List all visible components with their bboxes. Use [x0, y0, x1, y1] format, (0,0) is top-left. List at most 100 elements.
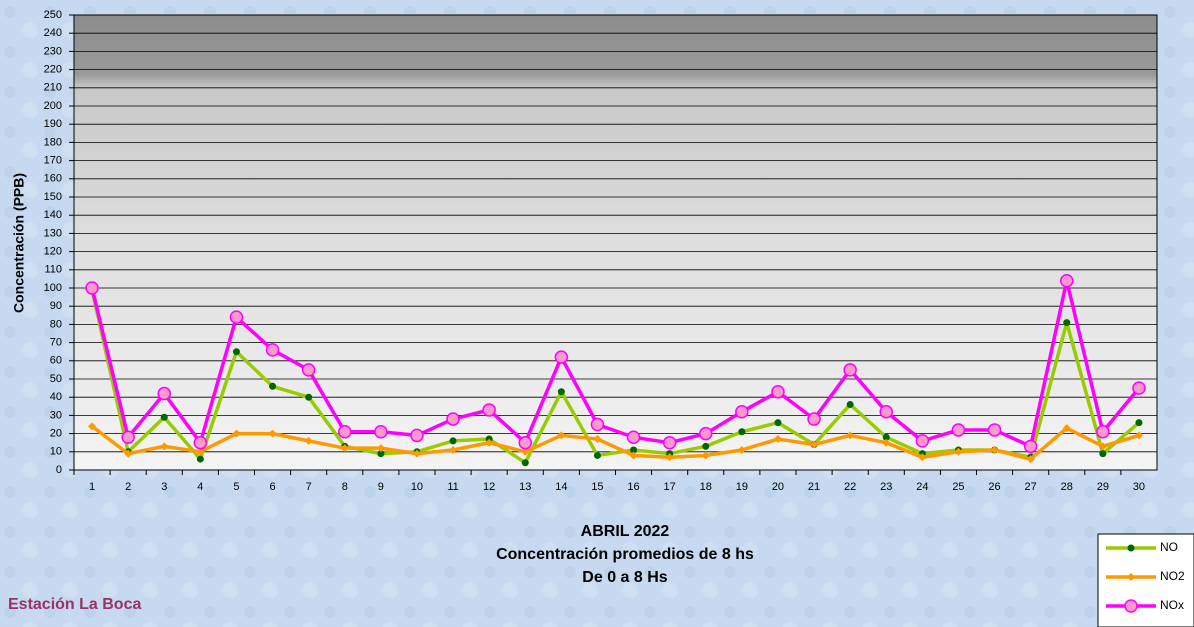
x-tick-label: 28 — [1061, 481, 1073, 493]
y-tick-label: 170 — [44, 155, 62, 167]
x-tick-label: 13 — [519, 481, 531, 493]
x-tick-label: 11 — [447, 481, 458, 493]
data-point — [233, 348, 240, 355]
x-tick-label: 24 — [916, 481, 928, 493]
x-tick-label: 12 — [483, 481, 495, 493]
chart-title: De 0 a 8 Hs — [582, 569, 667, 586]
data-point — [700, 428, 712, 440]
data-point — [1061, 275, 1073, 287]
y-tick-label: 140 — [44, 209, 62, 221]
legend-label: NO2 — [1160, 569, 1185, 583]
x-tick-label: 2 — [125, 481, 131, 493]
x-tick-label: 25 — [952, 481, 964, 493]
data-point — [736, 406, 748, 418]
plot-area — [74, 15, 1157, 470]
data-point — [375, 426, 387, 438]
data-point — [952, 424, 964, 436]
y-tick-label: 200 — [44, 100, 62, 112]
x-tick-label: 3 — [161, 481, 167, 493]
y-tick-label: 240 — [44, 27, 62, 39]
data-point — [702, 443, 709, 450]
data-point — [774, 419, 781, 426]
x-tick-label: 5 — [233, 481, 239, 493]
x-tick-label: 22 — [844, 481, 856, 493]
data-point — [1063, 319, 1070, 326]
data-point — [844, 364, 856, 376]
y-tick-label: 120 — [44, 246, 62, 258]
y-tick-label: 110 — [44, 264, 62, 276]
data-point — [122, 431, 134, 443]
data-point — [594, 452, 601, 459]
x-tick-label: 1 — [89, 481, 95, 493]
data-point — [628, 431, 640, 443]
x-tick-label: 18 — [700, 481, 712, 493]
data-point — [194, 437, 206, 449]
y-tick-label: 230 — [44, 45, 62, 57]
data-point — [1133, 382, 1145, 394]
data-point — [483, 404, 495, 416]
y-tick-label: 160 — [44, 173, 62, 185]
data-point — [1099, 450, 1106, 457]
x-tick-label: 26 — [988, 481, 1000, 493]
x-tick-label: 15 — [591, 481, 603, 493]
data-point — [411, 429, 423, 441]
y-tick-label: 10 — [50, 446, 62, 458]
y-tick-label: 60 — [50, 355, 62, 367]
data-point — [161, 414, 168, 421]
x-tick-label: 30 — [1133, 481, 1145, 493]
y-tick-label: 70 — [50, 337, 62, 349]
data-point — [339, 426, 351, 438]
data-point — [519, 437, 531, 449]
y-tick-label: 250 — [44, 9, 62, 21]
x-tick-label: 4 — [197, 481, 203, 493]
y-tick-label: 40 — [50, 391, 62, 403]
data-point — [772, 386, 784, 398]
data-point — [305, 394, 312, 401]
x-tick-label: 14 — [555, 481, 567, 493]
data-point — [880, 406, 892, 418]
station-label: Estación La Boca — [8, 596, 141, 613]
legend-marker — [1125, 600, 1137, 612]
x-tick-label: 21 — [808, 481, 820, 493]
y-tick-label: 130 — [44, 227, 62, 239]
data-point — [269, 383, 276, 390]
x-tick-label: 17 — [664, 481, 676, 493]
x-tick-label: 8 — [342, 481, 348, 493]
x-tick-label: 23 — [880, 481, 892, 493]
data-point — [1025, 440, 1037, 452]
x-tick-label: 6 — [269, 481, 275, 493]
y-tick-label: 50 — [50, 373, 62, 385]
data-point — [847, 401, 854, 408]
x-tick-label: 9 — [378, 481, 384, 493]
data-point — [989, 424, 1001, 436]
legend-label: NOx — [1160, 598, 1184, 612]
x-tick-label: 19 — [736, 481, 748, 493]
y-tick-label: 30 — [50, 409, 62, 421]
data-point — [158, 388, 170, 400]
data-point — [738, 428, 745, 435]
y-tick-label: 0 — [56, 464, 62, 476]
data-point — [808, 413, 820, 425]
data-point — [230, 311, 242, 323]
x-tick-label: 7 — [306, 481, 312, 493]
y-tick-label: 190 — [44, 118, 62, 130]
legend-label: NO — [1160, 540, 1178, 554]
chart-title: Concentración promedios de 8 hs — [496, 546, 754, 563]
y-tick-label: 100 — [44, 282, 62, 294]
y-tick-label: 80 — [50, 318, 62, 330]
data-point — [86, 282, 98, 294]
data-point — [916, 435, 928, 447]
data-point — [558, 388, 565, 395]
y-tick-label: 150 — [44, 191, 62, 203]
legend-marker — [1128, 545, 1135, 552]
data-point — [664, 437, 676, 449]
y-tick-label: 210 — [44, 82, 62, 94]
y-tick-label: 220 — [44, 64, 62, 76]
data-point — [1097, 426, 1109, 438]
data-point — [450, 437, 457, 444]
data-point — [522, 459, 529, 466]
data-point — [303, 364, 315, 376]
y-tick-label: 180 — [44, 136, 62, 148]
x-tick-label: 27 — [1025, 481, 1037, 493]
data-point — [267, 344, 279, 356]
